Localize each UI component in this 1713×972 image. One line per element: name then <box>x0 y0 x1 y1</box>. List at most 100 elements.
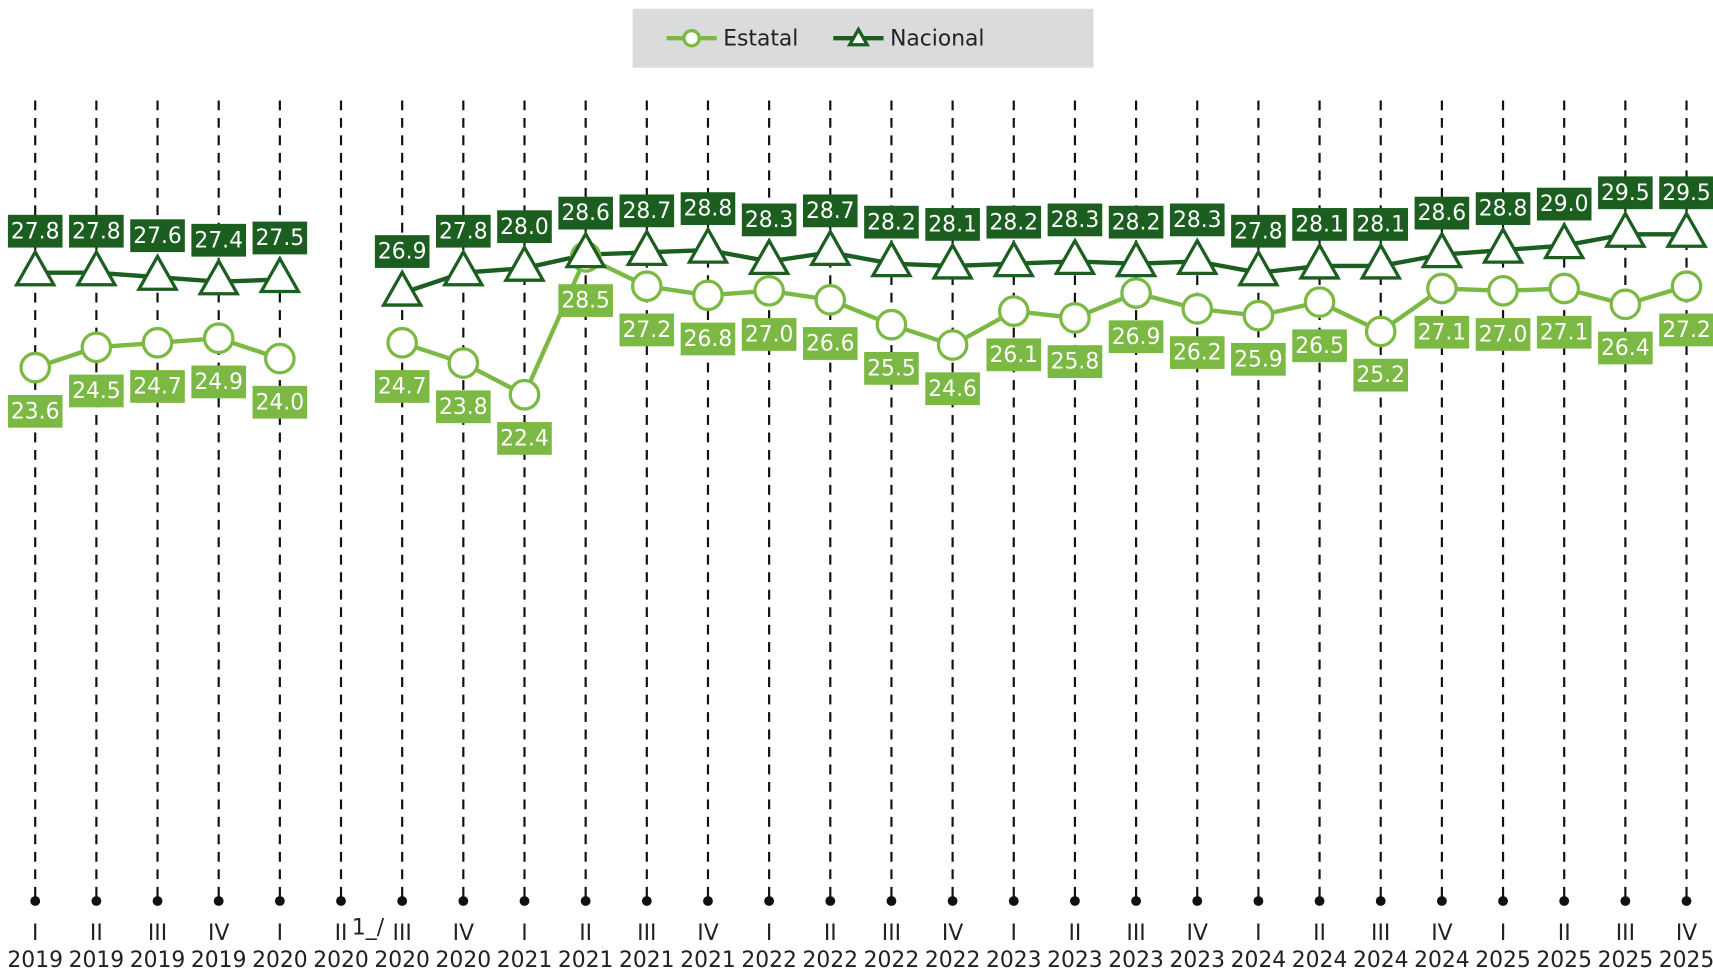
data-label: 27.5 <box>256 226 305 251</box>
data-label: 25.2 <box>1356 363 1405 388</box>
data-label: 27.2 <box>1662 318 1711 343</box>
x-tick-year: 2019 <box>130 948 186 972</box>
x-tick-year: 2023 <box>986 948 1042 972</box>
x-tick-label: I <box>1500 921 1506 946</box>
x-tick-year: 2020 <box>374 948 430 972</box>
label-box <box>1292 208 1347 241</box>
data-label: 23.6 <box>11 399 60 424</box>
data-label: 28.5 <box>561 289 610 314</box>
category-dot <box>1436 896 1447 906</box>
category-dot <box>152 896 163 906</box>
point-marker <box>1548 272 1581 305</box>
data-label: 27.8 <box>1234 219 1283 244</box>
label-box <box>497 210 552 244</box>
point-marker <box>197 257 241 296</box>
label-box <box>619 194 675 228</box>
x-tick-label: I <box>521 921 527 946</box>
label-box <box>1659 313 1713 347</box>
data-label: 29.0 <box>1540 192 1589 217</box>
x-tick-label: II <box>1068 921 1081 946</box>
x-tick-label: IV <box>1676 921 1697 946</box>
data-label: 29.5 <box>1662 181 1711 206</box>
label-box <box>1047 203 1103 237</box>
x-tick-label: III <box>637 921 656 946</box>
label-box <box>7 394 63 428</box>
point-marker <box>1303 286 1336 318</box>
data-label: 28.2 <box>867 210 916 235</box>
x-tick-label: II <box>824 921 837 946</box>
label-box <box>7 214 63 248</box>
x-tick-year: 2024 <box>1292 948 1348 972</box>
point-marker <box>1665 210 1708 248</box>
label-box <box>436 390 491 424</box>
label-box <box>69 374 124 408</box>
point-marker <box>1059 302 1091 334</box>
data-label: 26.2 <box>1173 341 1222 366</box>
category-dot <box>1192 896 1203 906</box>
data-label: 26.5 <box>1295 334 1344 359</box>
label-box <box>1475 318 1531 351</box>
point-marker <box>1242 299 1275 332</box>
label-box <box>69 214 124 248</box>
point-marker <box>814 283 847 316</box>
data-label: 26.9 <box>378 240 427 265</box>
data-label: 23.8 <box>439 395 488 420</box>
point-marker <box>870 239 913 278</box>
data-label: 22.4 <box>500 427 549 452</box>
data-label: 24.5 <box>72 379 121 404</box>
x-tick-label: I <box>277 921 283 946</box>
x-tick-year: 2025 <box>1475 948 1531 972</box>
data-label: 27.8 <box>439 219 488 244</box>
x-tick-year: 2023 <box>1047 948 1103 972</box>
label-box <box>1292 329 1347 363</box>
data-label: 27.6 <box>133 224 182 249</box>
category-dot <box>886 896 897 906</box>
data-label: 28.6 <box>1418 201 1467 226</box>
x-tick-year: 2024 <box>1231 948 1287 972</box>
label-box <box>497 422 552 455</box>
category-dot <box>1131 896 1142 906</box>
data-label: 28.3 <box>1173 208 1222 233</box>
point-marker <box>692 279 724 312</box>
x-tick-label: I <box>1011 921 1017 946</box>
point-marker <box>1487 274 1519 307</box>
x-tick-year: 2022 <box>741 948 797 972</box>
data-label: 28.8 <box>1479 197 1528 222</box>
label-box <box>680 322 736 356</box>
x-tick-year: 2020 <box>313 948 369 972</box>
x-tick-year: 2025 <box>1536 948 1592 972</box>
point-marker <box>1364 315 1397 348</box>
category-dot <box>580 896 591 906</box>
legend-label: Nacional <box>890 26 984 51</box>
label-box <box>130 219 185 253</box>
point-marker <box>508 378 541 411</box>
data-label: 29.5 <box>1601 181 1650 206</box>
x-tick-year: 2022 <box>864 948 920 972</box>
label-box <box>741 203 797 237</box>
point-marker <box>808 228 852 267</box>
x-tick-label: IV <box>208 921 229 946</box>
category-dot <box>274 896 285 906</box>
label-box <box>374 235 430 268</box>
x-tick-year: 2020 <box>252 948 308 972</box>
category-dot <box>30 896 41 906</box>
legend-marker <box>846 26 870 47</box>
point-marker <box>1120 277 1152 309</box>
category-dot <box>641 896 652 906</box>
category-dot <box>1498 896 1508 906</box>
x-tick-label: III <box>393 921 412 946</box>
point-marker <box>1053 237 1097 276</box>
point-marker <box>564 230 608 269</box>
legend-label: Estatal <box>723 26 798 51</box>
data-label: 24.0 <box>256 390 305 415</box>
label-box <box>1536 187 1592 221</box>
data-label: 28.6 <box>561 201 610 226</box>
data-label: 24.7 <box>133 375 182 400</box>
x-tick-label: I <box>766 921 772 946</box>
x-tick-year: 2023 <box>1169 948 1225 972</box>
x-tick-label: IV <box>1431 921 1452 946</box>
point-marker <box>1181 293 1214 325</box>
data-label: 24.7 <box>378 375 427 400</box>
point-marker <box>447 347 480 379</box>
x-tick-label: II <box>335 921 348 946</box>
